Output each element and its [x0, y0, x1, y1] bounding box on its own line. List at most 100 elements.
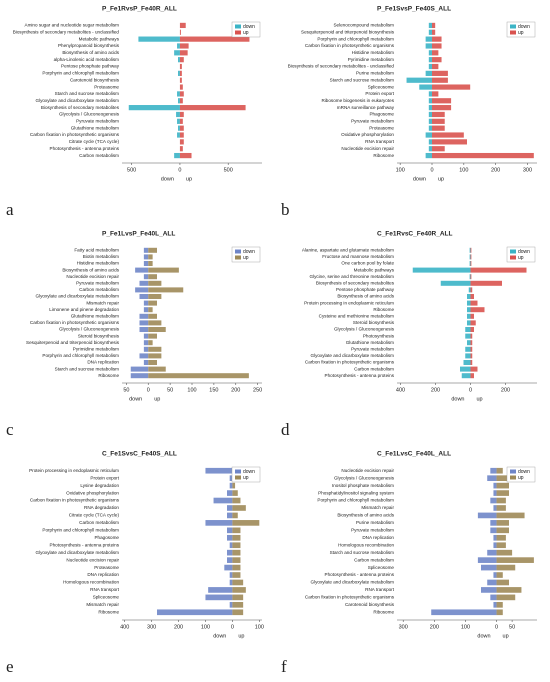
category-label: Metabolic pathways — [79, 36, 120, 41]
bar — [232, 505, 246, 511]
bar — [425, 70, 432, 76]
category-label: Amino sugar and nucleotide sugar metabol… — [25, 23, 120, 28]
category-label: Citrate cycle (TCA cycle) — [69, 139, 120, 144]
panel-label: c — [6, 420, 14, 439]
bar — [470, 326, 474, 333]
bar — [148, 300, 157, 306]
category-label: Metabolic pathways — [354, 267, 395, 272]
bar — [148, 326, 166, 333]
category-label: alpha-Linolenic acid metabolism — [54, 57, 120, 62]
bar — [205, 594, 233, 601]
category-label: Proteasome — [94, 84, 119, 89]
legend-label: up — [518, 475, 524, 481]
legend-swatch — [510, 24, 516, 29]
panel-title: C_Fe1RvsC_Fe40R_ALL — [377, 231, 453, 238]
category-label: Biosynthesis of amino acids — [337, 513, 394, 518]
bar — [148, 373, 249, 379]
bar — [179, 84, 183, 90]
category-label: Nucleotide excision repair — [341, 468, 394, 473]
bar — [477, 512, 497, 519]
bar — [469, 274, 471, 280]
bar — [470, 307, 485, 313]
category-label: Carotenoid biosynthesis — [70, 77, 120, 82]
bar — [179, 22, 186, 29]
bar — [148, 333, 157, 339]
category-label: Glycolysis / Gluconeogenesis — [334, 475, 395, 480]
bar — [496, 594, 516, 601]
bar — [139, 293, 149, 300]
bar — [481, 564, 497, 571]
bar — [496, 572, 503, 578]
x-tick-label: 0 — [231, 624, 234, 630]
category-label: Mismatch repair — [86, 602, 119, 607]
bar — [232, 564, 241, 571]
bar — [179, 152, 192, 159]
bar — [177, 118, 180, 124]
bar — [143, 274, 149, 280]
bar — [143, 300, 149, 306]
legend-label: up — [243, 255, 249, 261]
category-label: Carbon metabolism — [354, 366, 394, 371]
category-label: Carbon metabolism — [79, 287, 119, 292]
bar — [432, 139, 467, 145]
bar — [232, 594, 244, 601]
bar — [139, 326, 149, 333]
bar — [143, 340, 149, 346]
legend-label: down — [243, 469, 255, 475]
bar — [227, 512, 233, 519]
category-label: Inositol phosphate metabolism — [332, 483, 394, 488]
x-tick-label: 50 — [123, 387, 129, 393]
bar — [148, 274, 157, 280]
bar — [487, 579, 497, 586]
bar — [496, 497, 506, 504]
x-tick-label: 200 — [231, 387, 240, 393]
category-label: Biotin metabolism — [83, 254, 119, 259]
category-label: Biosynthesis of amino acids — [337, 294, 394, 299]
bar — [148, 287, 184, 293]
bar — [143, 254, 149, 260]
category-label: Carbon fixation in photosynthetic organi… — [30, 320, 120, 325]
bar — [179, 98, 183, 104]
bar — [470, 267, 527, 273]
category-label: Phenylpropanoid biosynthesis — [58, 43, 120, 48]
bar — [470, 320, 476, 326]
bar — [205, 520, 233, 526]
category-label: Nucleotide excision repair — [66, 557, 119, 562]
x-tick-label: 500 — [224, 167, 233, 173]
bar — [179, 70, 182, 76]
bar — [496, 549, 513, 556]
bar — [174, 152, 180, 159]
category-label: Porphyrin and chlorophyll metabolism — [317, 498, 394, 503]
panel-label: d — [281, 420, 290, 439]
bar — [179, 118, 183, 124]
bar — [428, 91, 432, 97]
bar — [432, 152, 534, 159]
legend-swatch — [235, 249, 241, 254]
category-label: Ribosome biogenesis in eukaryotes — [321, 98, 394, 103]
bar — [179, 132, 184, 138]
x-tick-label: 300 — [523, 167, 532, 173]
category-label: Nucleotide excision repair — [341, 146, 394, 151]
category-label: Purine metabolism — [356, 520, 394, 525]
bar — [148, 260, 153, 267]
bar — [496, 534, 506, 541]
x-tick-label: 0 — [178, 167, 181, 173]
bar — [470, 346, 473, 352]
bar — [232, 609, 244, 616]
bar — [490, 467, 497, 474]
x-tick-label: 200 — [431, 387, 440, 393]
category-label: Carbon metabolism — [79, 153, 119, 158]
category-label: One carbon pool by folate — [341, 261, 394, 266]
bar — [496, 512, 525, 519]
category-label: DNA replication — [87, 360, 119, 365]
bar — [432, 98, 452, 104]
category-label: DNA replication — [87, 572, 119, 577]
bar — [143, 359, 149, 366]
bar — [179, 139, 184, 145]
category-label: Glyoxylate and dicarboxylate metabolism — [36, 550, 120, 555]
bar — [148, 307, 153, 313]
bar — [440, 280, 471, 286]
bar — [490, 520, 497, 526]
panel-title: C_Fe1SvsC_Fe40S_ALL — [102, 451, 177, 458]
x-tick-label: 150 — [209, 387, 218, 393]
